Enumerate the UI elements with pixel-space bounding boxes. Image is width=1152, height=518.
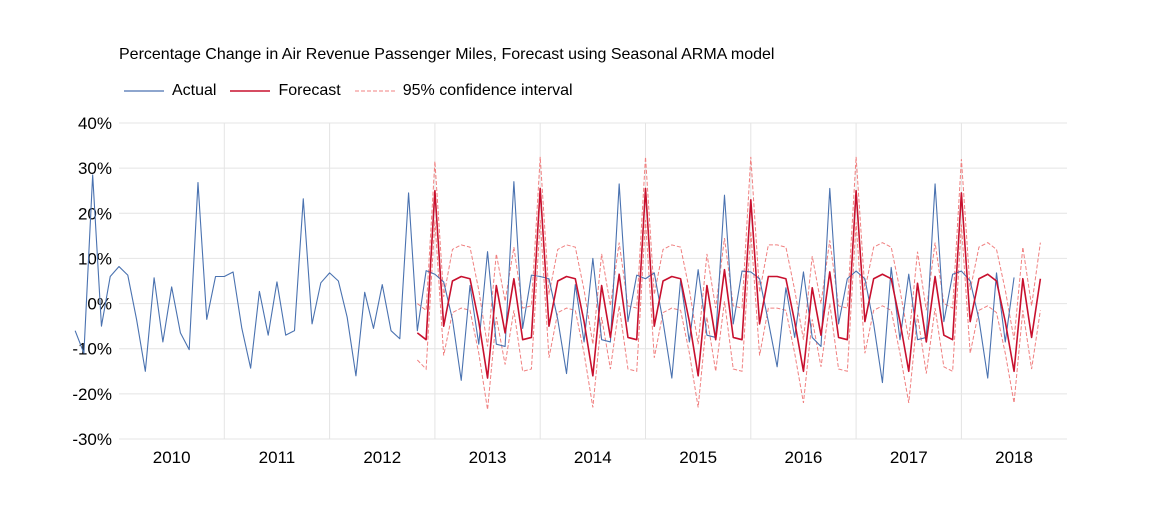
legend-item-forecast: Forecast: [230, 82, 341, 100]
year-separators: [223, 123, 962, 439]
legend-item-ci: 95% confidence interval: [354, 82, 573, 100]
x-tick-label-2012: 2012: [363, 448, 401, 467]
y-tick-label: 30%: [78, 159, 112, 178]
forecast-series-line: [416, 187, 1042, 379]
x-tick-label-2013: 2013: [469, 448, 507, 467]
legend-label-ci: 95% confidence interval: [402, 82, 573, 99]
legend-swatch-actual: [124, 90, 164, 92]
x-tick-label-2015: 2015: [679, 448, 717, 467]
legend: Actual Forecast 95% confidence interval: [124, 81, 587, 101]
actual-series-line: [74, 174, 1015, 384]
legend-swatch-ci: [354, 90, 395, 92]
series-lines: [74, 156, 1042, 410]
x-tick-label-2010: 2010: [153, 448, 191, 467]
legend-item-actual: Actual: [124, 82, 216, 100]
x-tick-label-2018: 2018: [995, 448, 1033, 467]
legend-label-actual: Actual: [172, 82, 217, 99]
legend-label-forecast: Forecast: [278, 82, 341, 99]
y-tick-label: -10%: [72, 340, 112, 359]
y-tick-label: 10%: [78, 249, 112, 268]
x-tick-label-2014: 2014: [574, 448, 612, 467]
x-tick-label-2017: 2017: [890, 448, 928, 467]
legend-swatch-forecast: [230, 90, 271, 92]
x-tick-label-2016: 2016: [785, 448, 823, 467]
x-tick-label-2011: 2011: [259, 448, 296, 467]
x-axis-year-labels: 2010 2011 2012 2013 2014 2015 2016 2017 2018: [153, 448, 1033, 467]
y-tick-label: -30%: [72, 430, 112, 449]
chart-title: Percentage Change in Air Revenue Passeng…: [119, 46, 775, 63]
horizontal-gridlines: [119, 122, 1067, 440]
y-tick-label: -20%: [72, 385, 112, 404]
y-tick-label: 40%: [78, 114, 112, 133]
ci-lower-line: [416, 220, 1041, 410]
y-axis-tick-labels: 40%30%20%10%0%-10%-20%-30%: [72, 114, 112, 449]
